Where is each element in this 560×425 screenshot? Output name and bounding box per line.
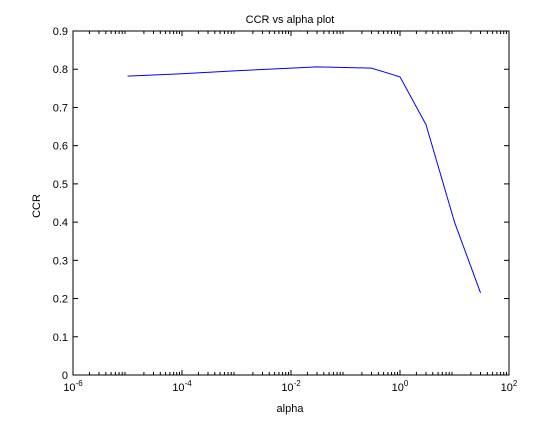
y-tick-label: 0.8	[53, 64, 68, 76]
y-tick-label: 0.1	[53, 332, 68, 344]
x-tick-label: 10-6	[63, 379, 83, 394]
y-tick-label: 0	[62, 370, 68, 382]
x-tick-label-base: 10	[172, 382, 184, 394]
x-tick-label-exponent: -4	[185, 379, 193, 388]
y-tick-label: 0.9	[53, 26, 68, 38]
x-tick-label: 102	[501, 379, 518, 394]
x-tick-label-exponent: 2	[513, 379, 518, 388]
x-tick-label-base: 10	[63, 382, 75, 394]
x-tick-label: 100	[392, 379, 409, 394]
y-tick-label: 0.6	[53, 141, 68, 153]
x-tick-label-base: 10	[501, 382, 513, 394]
chart-title: CCR vs alpha plot	[246, 14, 335, 26]
y-axis-label: CCR	[31, 194, 43, 218]
x-tick-label: 10-4	[172, 379, 192, 394]
x-tick-label-exponent: -2	[294, 379, 302, 388]
x-tick-label-base: 10	[281, 382, 293, 394]
series-line	[128, 67, 481, 293]
x-tick-label-exponent: -6	[76, 379, 84, 388]
x-tick-label: 10-2	[281, 379, 301, 394]
y-tick-label: 0.7	[53, 102, 68, 114]
y-tick-label: 0.3	[53, 255, 68, 267]
x-axis-label: alpha	[277, 403, 305, 415]
axes-box	[73, 31, 509, 375]
x-tick-label-base: 10	[392, 382, 404, 394]
y-tick-label: 0.4	[53, 217, 68, 229]
y-tick-label: 0.5	[53, 179, 68, 191]
x-tick-label-exponent: 0	[404, 379, 409, 388]
y-tick-label: 0.2	[53, 294, 68, 306]
